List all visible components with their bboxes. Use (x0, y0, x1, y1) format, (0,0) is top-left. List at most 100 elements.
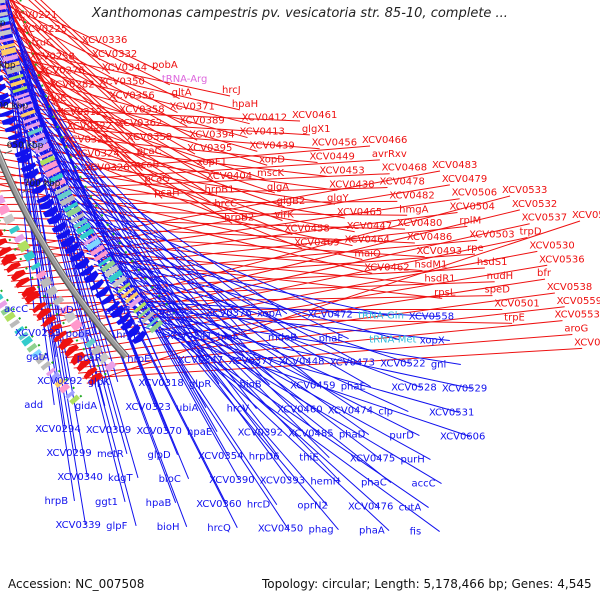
reverse-gene-label: bioF (217, 332, 238, 343)
forward-connector (15, 0, 108, 88)
reverse-gene-label: XCV0339 (56, 520, 101, 531)
reverse-gene-arrow (89, 278, 105, 291)
forward-gene-label: pcaH (154, 187, 180, 198)
reverse-gene-label: bioB (240, 380, 262, 391)
reverse-gene-arrow (14, 147, 30, 158)
reverse-connector (75, 236, 379, 507)
reverse-gene-arrow (23, 168, 40, 179)
function-block-inner (93, 249, 109, 262)
forward-gene-label: XCV0562 (574, 337, 600, 348)
reverse-gene-arrow (9, 137, 26, 148)
forward-gene-label: hrpB2 (224, 212, 254, 223)
forward-connector (0, 32, 153, 185)
function-block-outer (58, 382, 71, 394)
function-block-outer (40, 360, 52, 371)
reverse-gene-label: mdoB (268, 333, 297, 344)
reverse-connector (0, 6, 75, 502)
function-block-inner (0, 24, 11, 30)
reverse-gene-arrow (16, 152, 33, 163)
reverse-connector (108, 285, 442, 484)
reverse-gene-label: hrpB (44, 496, 68, 507)
forward-connector (0, 122, 320, 150)
forward-gene-label: XCV0559 (557, 296, 600, 307)
forward-connector (4, 0, 58, 91)
reverse-gene-arrow (74, 257, 90, 270)
scale-ticks: 300 kbp350 kbp400 kbp450 kbp500 kbp550 k… (0, 18, 61, 193)
reverse-gene-label: clp (378, 407, 393, 418)
function-block-inner (0, 46, 17, 56)
forward-gene-label: XCV0326 (84, 162, 129, 173)
forward-gene-arrow (53, 330, 68, 343)
forward-gene-label: XCV0321 (65, 135, 110, 146)
forward-gene-label: tRNA-Arg (162, 74, 207, 85)
function-block-inner (54, 184, 70, 195)
function-block-inner (32, 138, 48, 148)
reverse-gene-label: XCV0318 (138, 378, 183, 389)
reverse-gene-label: ubiA (176, 403, 198, 414)
function-block-inner (18, 103, 34, 112)
function-block-inner (2, 53, 19, 63)
forward-gene-label: nudH (487, 271, 514, 282)
forward-gene-label: hsdR1 (424, 274, 455, 285)
forward-gene-label: XCV0530 (529, 240, 574, 251)
forward-gene-arrow (36, 307, 52, 321)
reverse-connector (2, 68, 237, 314)
function-block-mid (85, 337, 96, 349)
forward-gene-label: XCV0464 (345, 235, 390, 246)
reverse-gene-label: XCV0476 (348, 502, 393, 513)
forward-connector (0, 63, 213, 197)
reverse-gene-arrow (20, 162, 37, 172)
forward-gene-label: XCV0225 (22, 24, 67, 35)
forward-connector (0, 53, 240, 111)
function-block-inner (22, 115, 39, 124)
function-block-inner (34, 142, 51, 154)
reverse-gene-label: XCV0347 (178, 355, 223, 366)
reverse-gene-label: XCV0485 (288, 429, 333, 440)
forward-gene-arrow (47, 323, 63, 336)
forward-gene-label: avrRxv (372, 149, 407, 160)
reverse-connector (53, 196, 349, 340)
forward-connector (86, 220, 581, 384)
forward-gene-label: maiQ (354, 249, 381, 260)
accession-text: Accession: NC_007508 (8, 577, 145, 591)
forward-connector (0, 105, 285, 208)
forward-gene-label: xopF1 (197, 157, 227, 168)
function-block-inner (0, 29, 13, 37)
reverse-gene-label: XCV0460 (277, 405, 322, 416)
forward-connector (48, 237, 528, 338)
forward-gene-arrow (0, 230, 4, 237)
forward-gene-label: pcaB (135, 160, 160, 171)
forward-gene-arrow (21, 286, 37, 298)
function-block-inner (12, 85, 28, 94)
reverse-connector (90, 258, 411, 365)
forward-gene-label: XCV0486 (407, 232, 452, 243)
reverse-gene-label: accC (412, 479, 436, 490)
reverse-connector (0, 22, 187, 313)
reverse-gene-label: phaD (339, 430, 366, 441)
reverse-gene-label: bioH (157, 522, 180, 533)
reverse-gene-label: XCV0473 (330, 358, 375, 369)
reverse-connector (33, 154, 308, 411)
reverse-gene-label: XCV0474 (328, 406, 373, 417)
reverse-gene-label: hemH (310, 477, 340, 488)
function-block-outer (0, 300, 8, 309)
reverse-gene-label: purD (389, 431, 414, 442)
forward-gene-arrow (83, 366, 98, 380)
forward-connector (0, 229, 425, 258)
function-block-mid (0, 194, 6, 205)
function-block-mid (104, 360, 117, 373)
forward-gene-label: XCV0258 (30, 52, 75, 63)
forward-gene-label: XCV0483 (432, 160, 477, 171)
reverse-gene-label: phag (308, 525, 333, 536)
function-block-outer (21, 335, 33, 347)
forward-connector (0, 217, 406, 230)
reverse-connector (5, 81, 259, 362)
function-block-inner (0, 16, 10, 24)
reverse-gene-arrow (42, 205, 59, 218)
function-block-inner (124, 291, 139, 304)
forward-gene-label: XCV0458 (284, 224, 329, 235)
reverse-gene-arrow (64, 242, 80, 254)
forward-connector (0, 200, 398, 206)
reverse-gene-label: XCV0448 (279, 357, 324, 368)
